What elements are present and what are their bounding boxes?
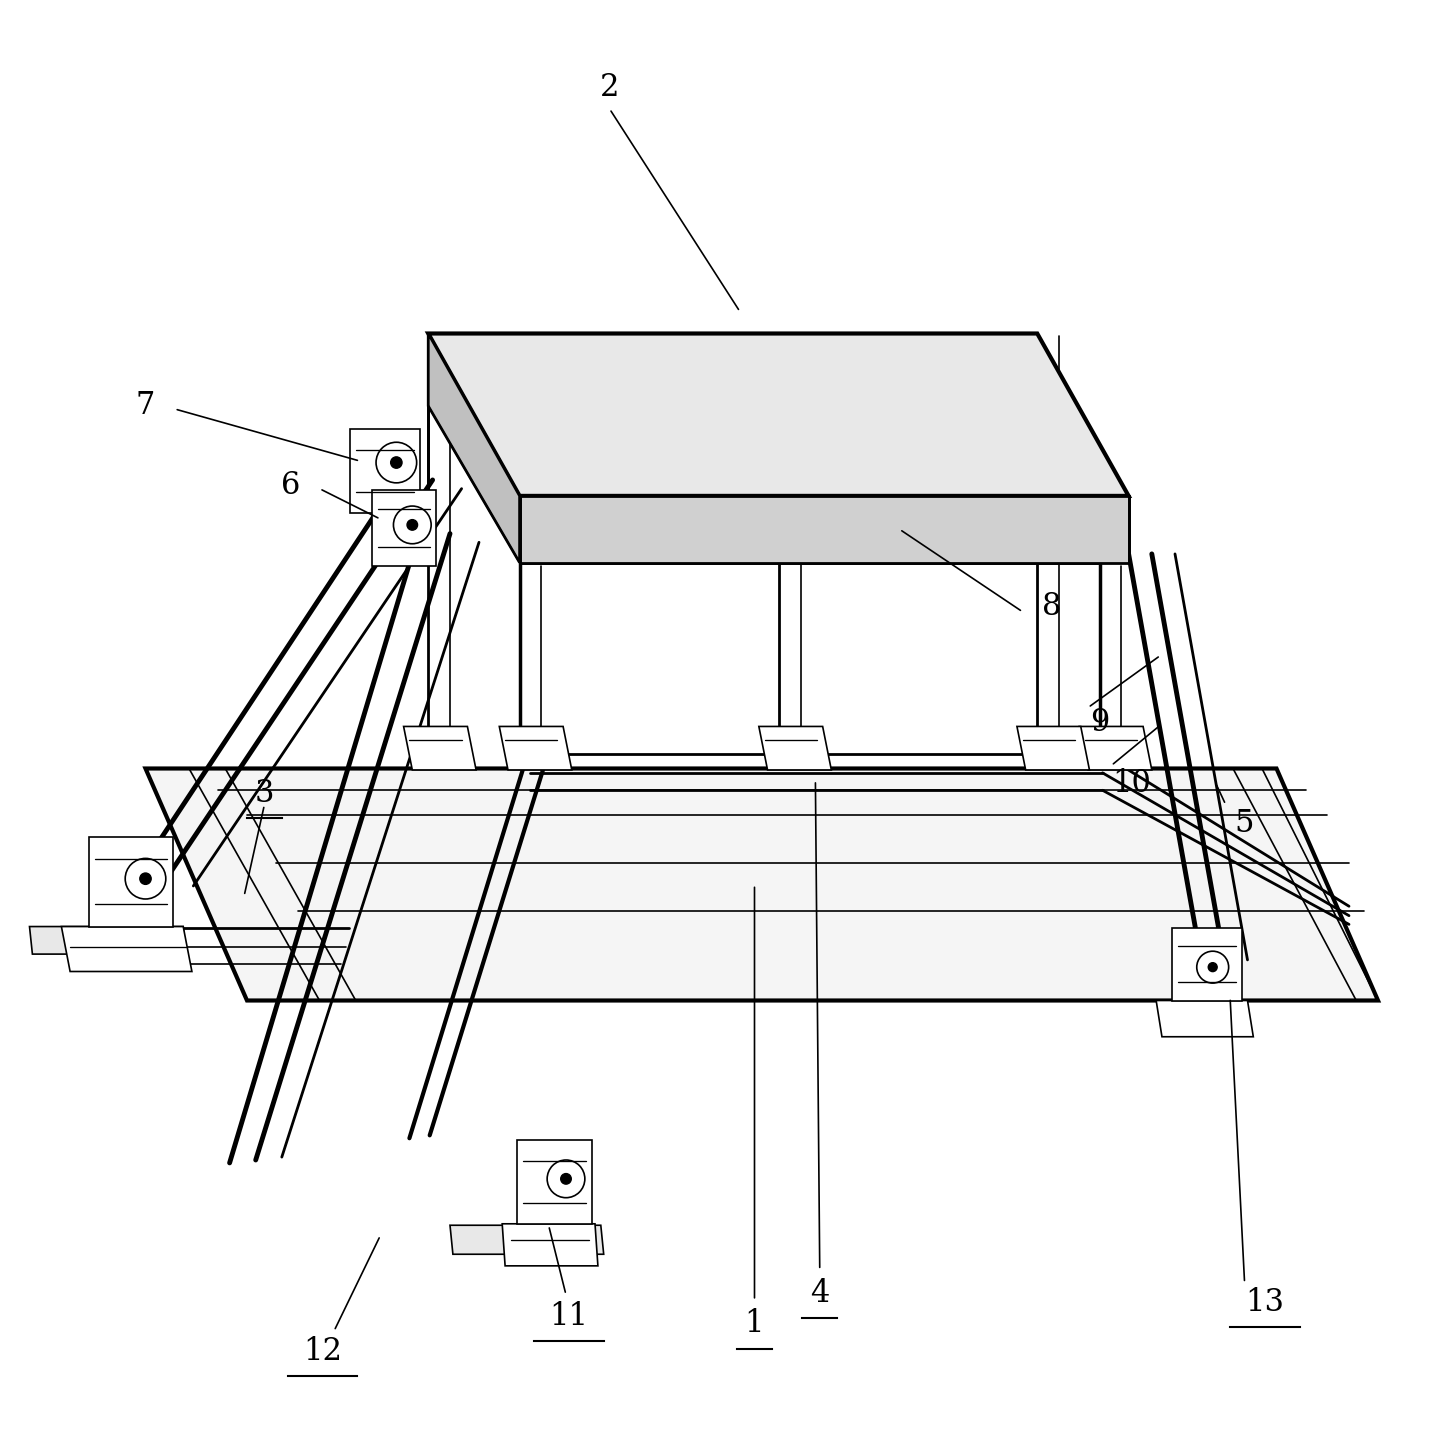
Text: 8: 8: [1042, 590, 1062, 622]
Polygon shape: [29, 927, 186, 954]
Text: 4: 4: [810, 1277, 830, 1309]
Text: 13: 13: [1245, 1286, 1284, 1318]
Polygon shape: [450, 1225, 604, 1254]
Polygon shape: [759, 726, 831, 770]
Circle shape: [1209, 963, 1217, 972]
Polygon shape: [502, 1224, 598, 1266]
Polygon shape: [428, 334, 1129, 496]
Text: 10: 10: [1111, 767, 1151, 799]
Circle shape: [408, 519, 418, 531]
Polygon shape: [428, 334, 519, 563]
Polygon shape: [517, 1140, 592, 1224]
Text: 6: 6: [281, 470, 300, 502]
Polygon shape: [519, 496, 1129, 563]
Polygon shape: [89, 837, 173, 927]
Polygon shape: [350, 429, 419, 513]
Text: 5: 5: [1235, 808, 1254, 840]
Polygon shape: [1172, 928, 1242, 1000]
Text: 7: 7: [136, 390, 155, 422]
Text: 9: 9: [1090, 706, 1109, 738]
Polygon shape: [499, 726, 572, 770]
Circle shape: [560, 1173, 572, 1185]
Polygon shape: [403, 726, 476, 770]
Text: 2: 2: [599, 71, 620, 103]
Text: 1: 1: [744, 1308, 765, 1340]
Circle shape: [390, 457, 402, 468]
Text: 11: 11: [550, 1301, 589, 1333]
Polygon shape: [1017, 726, 1090, 770]
Text: 12: 12: [303, 1335, 342, 1367]
Circle shape: [139, 873, 151, 884]
Polygon shape: [1080, 726, 1152, 770]
Polygon shape: [61, 927, 192, 972]
Polygon shape: [1156, 1000, 1254, 1037]
Polygon shape: [371, 490, 435, 566]
Polygon shape: [145, 768, 1378, 1000]
Text: 3: 3: [254, 777, 274, 809]
